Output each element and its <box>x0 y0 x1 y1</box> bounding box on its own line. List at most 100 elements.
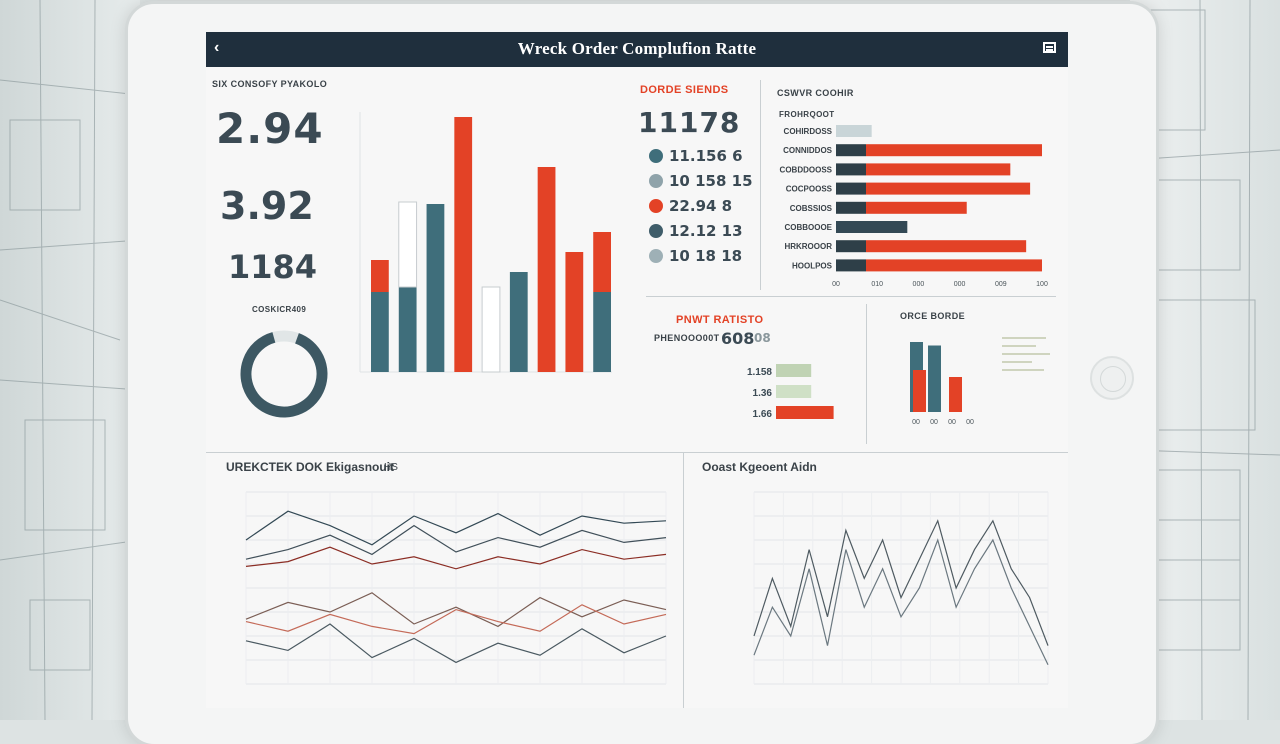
orders-legend-item: 11.156 6 <box>649 147 743 165</box>
trend-series-line <box>245 546 667 570</box>
trend-left-line-chart <box>245 491 667 685</box>
hbar-label: COCPOOSS <box>786 185 833 194</box>
hbar-title: CSWVR COOHIR <box>777 88 854 98</box>
orders-legend-item: 10 158 15 <box>649 172 753 190</box>
mini-title: PNWT Ratisto <box>676 314 764 326</box>
tablet-home-button[interactable] <box>1090 356 1134 400</box>
orders-legend-item: 22.94 8 <box>649 197 732 215</box>
hbar-bar <box>866 144 1042 157</box>
hbar-bar-base <box>836 163 866 176</box>
blueprint-background-left <box>0 0 140 720</box>
sparkline-icon <box>1002 337 1050 371</box>
blueprint-drawing-right <box>1130 0 1280 720</box>
hbar-label: HOOLPOS <box>792 261 833 270</box>
mini-label: 1.158 <box>747 367 772 378</box>
legend-dot-icon <box>649 174 663 188</box>
mini-bar <box>776 364 812 377</box>
main-bar <box>593 232 611 292</box>
hbar-bar <box>866 240 1027 253</box>
trend-right-line-chart <box>753 491 1049 685</box>
hamburger-menu-icon[interactable] <box>1043 42 1056 53</box>
orders-legend-label: 12.12 13 <box>669 222 743 240</box>
main-bar <box>398 201 418 288</box>
hbar-bar <box>836 221 908 233</box>
hbar-tick: 009 <box>995 281 1007 288</box>
orders-total: 11178 <box>638 106 741 139</box>
main-bar <box>481 286 501 373</box>
hbar-bar <box>866 259 1042 272</box>
trend-series-line <box>245 524 667 560</box>
small-bar-tick: 00 <box>966 419 974 426</box>
main-bar <box>454 117 473 372</box>
main-bar-chart <box>359 112 612 373</box>
main-bar <box>565 252 584 372</box>
kpi-value-2: 3.92 <box>220 184 314 228</box>
trend-series-line <box>753 538 1049 666</box>
hbar-bar-base <box>836 240 866 253</box>
orders-legend-item: 12.12 13 <box>649 222 743 240</box>
hbar-bar <box>866 163 1011 176</box>
small-bar <box>949 377 962 412</box>
orders-title: DORDE SIENDS <box>640 84 729 96</box>
hbar-bar <box>866 201 967 214</box>
hbar-header: FROHRQOOT <box>779 110 835 119</box>
trend-series-line <box>245 623 667 664</box>
divider <box>760 80 761 290</box>
blueprint-drawing-left <box>0 0 140 720</box>
trend-right-title: Ooast Kgeoent Aidn <box>702 460 817 474</box>
legend-dot-icon <box>649 149 663 163</box>
dashboard-screen: ‹ Wreck Order Complufion Ratte SIX CONSO… <box>206 32 1068 708</box>
divider <box>646 296 1056 297</box>
main-bar <box>593 292 611 372</box>
dashboard-title: Wreck Order Complufion Ratte <box>517 39 757 58</box>
hbar-bar-base <box>836 259 866 272</box>
kpi-caption: SIX CONSOFY PYAKOLO <box>212 79 328 89</box>
small-bars-title: ORCE BORDE <box>900 311 966 321</box>
legend-dot-icon <box>649 224 663 238</box>
hbar-bar <box>866 182 1031 195</box>
orders-legend-label: 11.156 6 <box>669 147 743 165</box>
main-bar <box>371 292 389 372</box>
main-bar <box>426 204 445 372</box>
kpi-value-1: 2.94 <box>216 104 324 153</box>
hbar-tick: 000 <box>954 281 966 288</box>
hbar-label: COBSSIOS <box>790 204 833 213</box>
hbar-label: COHIRDOSS <box>784 127 833 136</box>
hbar-tick: 000 <box>913 281 925 288</box>
hbar-label: HRKROOOR <box>784 242 832 251</box>
legend-dot-icon <box>649 199 663 213</box>
horizontal-bar-chart: COHIRDOSS CONNIDDOS COBDDOOSS COCPOOSS COBSS… <box>780 125 1048 288</box>
trend-left-subtitle: HS <box>384 462 398 473</box>
mini-label: 1.66 <box>753 409 773 420</box>
main-bar <box>398 287 417 372</box>
trend-series-line <box>753 519 1049 646</box>
small-bar <box>928 345 941 412</box>
divider <box>683 452 684 708</box>
hbar-label: COBBOOOE <box>784 223 832 232</box>
hbar-bar-base <box>836 182 866 195</box>
hbar-tick: 100 <box>1036 281 1048 288</box>
hbar-bar-base <box>836 144 866 157</box>
hbar-bar <box>836 125 872 137</box>
small-bar-tick: 00 <box>930 419 938 426</box>
legend-dot-icon <box>649 249 663 263</box>
donut-chart <box>240 330 328 418</box>
mini-line1-value: 608 <box>721 329 755 348</box>
main-bar <box>537 167 556 372</box>
orders-legend-label: 22.94 8 <box>669 197 733 215</box>
donut-caption: COSKICR409 <box>252 305 307 314</box>
hbar-tick: 010 <box>871 281 883 288</box>
small-bar <box>913 370 926 412</box>
donut-arc <box>240 330 328 418</box>
trend-left-title: UREKCTEK DOK Ekigasnouit <box>226 460 395 474</box>
divider <box>866 304 867 444</box>
small-bar-tick: 00 <box>912 419 920 426</box>
mini-line2-value: 08 <box>754 331 771 345</box>
chevron-left-icon[interactable]: ‹ <box>214 39 220 56</box>
mini-line1-label: PHENOOO00T <box>654 333 720 343</box>
mini-bar <box>776 385 812 398</box>
orders-legend-item: 10 18 18 <box>649 247 742 265</box>
divider <box>206 452 1068 453</box>
mini-bar <box>776 406 834 419</box>
main-bar <box>509 272 528 372</box>
